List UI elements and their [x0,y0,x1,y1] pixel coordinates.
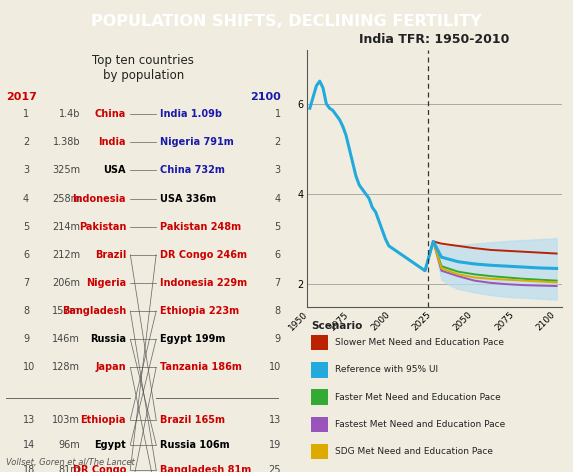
Bar [312,417,328,432]
Text: 5: 5 [274,222,281,232]
Text: 146m: 146m [52,334,80,345]
Text: 2017: 2017 [6,93,37,102]
Text: Ethiopia: Ethiopia [81,414,126,424]
Bar [312,444,328,459]
Text: 25: 25 [268,464,281,472]
Text: Bangladesh 81m: Bangladesh 81m [160,464,252,472]
Text: USA 336m: USA 336m [160,194,217,203]
Text: Indonesia: Indonesia [73,194,126,203]
Bar [312,335,328,350]
Text: 206m: 206m [52,278,80,288]
Text: 1: 1 [23,109,29,119]
Text: 96m: 96m [58,439,80,449]
Text: 2: 2 [23,137,29,147]
Text: 3: 3 [23,165,29,176]
Text: India 1.09b: India 1.09b [160,109,222,119]
Text: 1: 1 [274,109,281,119]
Text: 212m: 212m [52,250,80,260]
Text: 9: 9 [274,334,281,345]
Text: 9: 9 [23,334,29,345]
Text: 103m: 103m [52,414,80,424]
Text: Vollset, Goren et al/The Lancet: Vollset, Goren et al/The Lancet [6,458,135,467]
Text: SDG Met Need and Education Pace: SDG Met Need and Education Pace [335,447,493,456]
Text: 7: 7 [274,278,281,288]
Text: 258m: 258m [52,194,80,203]
Text: 5: 5 [23,222,29,232]
Text: 157m: 157m [52,306,80,316]
Text: Top ten countries
by population: Top ten countries by population [92,54,194,83]
Text: 6: 6 [274,250,281,260]
Text: Fastest Met Need and Education Pace: Fastest Met Need and Education Pace [335,420,505,429]
Text: 13: 13 [269,414,281,424]
Text: Brazil: Brazil [95,250,126,260]
Text: 10: 10 [23,362,35,372]
Text: Pakistan: Pakistan [79,222,126,232]
Text: Faster Met Need and Education Pace: Faster Met Need and Education Pace [335,393,500,402]
Title: India TFR: 1950-2010: India TFR: 1950-2010 [359,33,509,46]
Text: Bangladesh: Bangladesh [62,306,126,316]
Text: 13: 13 [23,414,35,424]
Text: 128m: 128m [52,362,80,372]
Text: 1.38b: 1.38b [53,137,80,147]
Text: 3: 3 [274,165,281,176]
Text: Egypt 199m: Egypt 199m [160,334,226,345]
Text: Nigeria: Nigeria [86,278,126,288]
Text: 325m: 325m [52,165,80,176]
Text: 14: 14 [23,439,35,449]
Text: Nigeria 791m: Nigeria 791m [160,137,234,147]
Text: 10: 10 [269,362,281,372]
Text: 81m: 81m [58,464,80,472]
Text: Egypt: Egypt [95,439,126,449]
Bar [312,389,328,405]
Text: 19: 19 [269,439,281,449]
Text: Russia: Russia [90,334,126,345]
Text: Indonesia 229m: Indonesia 229m [160,278,248,288]
Text: 8: 8 [23,306,29,316]
Text: 214m: 214m [52,222,80,232]
Text: Japan: Japan [96,362,126,372]
Text: China 732m: China 732m [160,165,225,176]
Text: 1.4b: 1.4b [58,109,80,119]
Text: 2: 2 [274,137,281,147]
Text: China: China [95,109,126,119]
Bar [312,362,328,378]
Text: 6: 6 [23,250,29,260]
Text: Tanzania 186m: Tanzania 186m [160,362,242,372]
Text: 18: 18 [23,464,35,472]
Text: DR Congo: DR Congo [73,464,126,472]
Text: Ethiopia 223m: Ethiopia 223m [160,306,240,316]
Text: USA: USA [104,165,126,176]
Text: Pakistan 248m: Pakistan 248m [160,222,242,232]
Text: 2100: 2100 [250,93,281,102]
Text: Russia 106m: Russia 106m [160,439,230,449]
Text: DR Congo 246m: DR Congo 246m [160,250,248,260]
Text: POPULATION SHIFTS, DECLINING FERTILITY: POPULATION SHIFTS, DECLINING FERTILITY [91,14,482,29]
Text: Scenario: Scenario [312,321,363,331]
Text: 8: 8 [274,306,281,316]
Text: Brazil 165m: Brazil 165m [160,414,225,424]
Text: Slower Met Need and Education Pace: Slower Met Need and Education Pace [335,338,504,347]
Text: 7: 7 [23,278,29,288]
Text: 4: 4 [274,194,281,203]
Text: Reference with 95% UI: Reference with 95% UI [335,365,438,374]
Text: 4: 4 [23,194,29,203]
Text: India: India [99,137,126,147]
